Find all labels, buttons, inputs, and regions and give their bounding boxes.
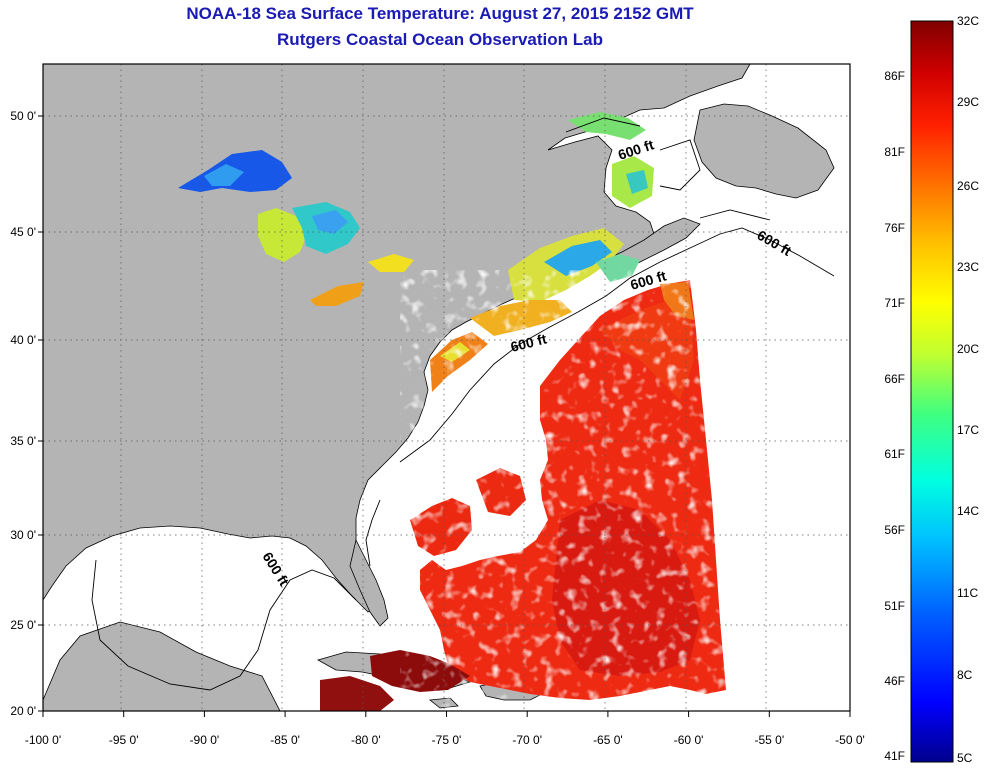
longitude-tick-label: -100 0' bbox=[25, 733, 61, 747]
colorbar-fahrenheit-label: 41F bbox=[884, 749, 905, 763]
latitude-tick-label: 45 0' bbox=[10, 225, 36, 239]
colorbar-celsius-label: 5C bbox=[957, 751, 973, 765]
longitude-axis: -100 0' -95 0' -90 0' -85 0' -80 0' -75 0' -70… bbox=[25, 711, 865, 747]
isobath-contours bbox=[91, 117, 835, 691]
longitude-tick-label: -90 0' bbox=[190, 733, 220, 747]
longitude-tick-label: -55 0' bbox=[754, 733, 784, 747]
colorbar-fahrenheit-labels: 86F 81F 76F 71F 66F 61F 56F 51F 46F 41F bbox=[884, 69, 905, 763]
colorbar-celsius-label: 29C bbox=[957, 95, 979, 109]
longitude-tick-label: -80 0' bbox=[351, 733, 381, 747]
cloud-mask-texture bbox=[400, 270, 740, 710]
mexico-yucatan-land bbox=[43, 621, 281, 711]
colorbar-fahrenheit-label: 66F bbox=[884, 372, 905, 386]
colorbar-fahrenheit-label: 46F bbox=[884, 674, 905, 688]
colorbar-celsius-label: 26C bbox=[957, 179, 979, 193]
colorbar-celsius-label: 20C bbox=[957, 342, 979, 356]
longitude-tick-label: -75 0' bbox=[432, 733, 462, 747]
newfoundland-land bbox=[693, 103, 835, 199]
longitude-tick-label: -70 0' bbox=[512, 733, 542, 747]
colorbar-fahrenheit-label: 71F bbox=[884, 296, 905, 310]
st-lawrence-sst bbox=[568, 112, 654, 208]
colorbar-celsius-label: 17C bbox=[957, 423, 979, 437]
colorbar-fahrenheit-label: 86F bbox=[884, 69, 905, 83]
longitude-tick-label: -65 0' bbox=[593, 733, 623, 747]
map-title: NOAA-18 Sea Surface Temperature: August … bbox=[186, 4, 694, 23]
colorbar-fahrenheit-label: 76F bbox=[884, 221, 905, 235]
florida-land bbox=[349, 538, 389, 627]
colorbar-celsius-label: 23C bbox=[957, 260, 979, 274]
colorbar-celsius-label: 8C bbox=[957, 668, 973, 682]
latitude-tick-label: 35 0' bbox=[10, 434, 36, 448]
colorbar-celsius-label: 14C bbox=[957, 504, 979, 518]
latitude-axis: 50 0' 45 0' 40 0' 35 0' 30 0' 25 0' 20 0' bbox=[10, 109, 43, 718]
longitude-tick-label: -50 0' bbox=[835, 733, 865, 747]
latitude-tick-label: 50 0' bbox=[10, 109, 36, 123]
latitude-tick-label: 40 0' bbox=[10, 333, 36, 347]
colorbar bbox=[910, 20, 954, 763]
colorbar-fahrenheit-label: 51F bbox=[884, 599, 905, 613]
graticule bbox=[43, 64, 850, 711]
map-subtitle: Rutgers Coastal Ocean Observation Lab bbox=[277, 30, 603, 49]
colorbar-celsius-label: 11C bbox=[957, 586, 978, 600]
great-lakes-sst bbox=[178, 150, 414, 306]
latitude-tick-label: 20 0' bbox=[10, 704, 36, 718]
longitude-tick-label: -60 0' bbox=[674, 733, 704, 747]
colorbar-fahrenheit-label: 56F bbox=[884, 523, 905, 537]
colorbar-fahrenheit-label: 81F bbox=[884, 145, 905, 159]
longitude-tick-label: -95 0' bbox=[109, 733, 139, 747]
latitude-tick-label: 25 0' bbox=[10, 618, 36, 632]
colorbar-fahrenheit-label: 61F bbox=[884, 447, 905, 461]
colorbar-celsius-label: 32C bbox=[957, 14, 979, 28]
latitude-tick-label: 30 0' bbox=[10, 528, 36, 542]
colorbar-celsius-labels: 32C 29C 26C 23C 20C 17C 14C 11C 8C 5C bbox=[957, 14, 979, 765]
longitude-tick-label: -85 0' bbox=[270, 733, 300, 747]
